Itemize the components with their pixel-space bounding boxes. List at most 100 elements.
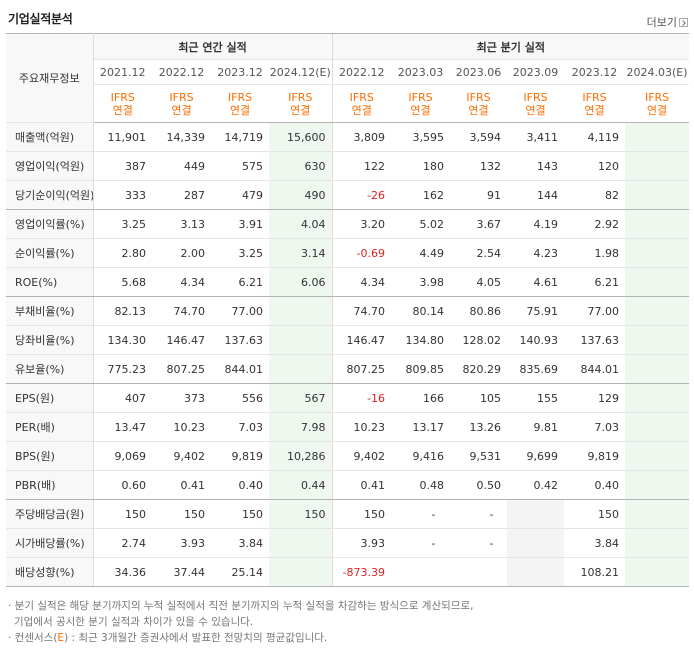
more-link[interactable]: 더보기 — [647, 14, 688, 30]
table-cell — [625, 470, 690, 500]
ifrs-label: IFRS — [582, 90, 607, 104]
table-cell: 134.30 — [93, 325, 152, 355]
consolidated-label: 연결 — [112, 103, 133, 117]
table-cell: - — [391, 499, 451, 529]
period-header: 2023.03 — [391, 59, 451, 85]
table-cell — [625, 151, 690, 181]
table-cell: -873.39 — [331, 557, 392, 587]
ifrs-label: IFRS — [288, 90, 313, 104]
section-title: 기업실적분석 — [8, 12, 73, 26]
ifrs-label: IFRS — [110, 90, 135, 104]
row-label: 시가배당률(%) — [6, 528, 94, 558]
table-cell: 9,531 — [450, 441, 508, 471]
table-cell: 150 — [331, 499, 392, 529]
quarter-group-header: 최근 분기 실적 — [331, 33, 690, 60]
table-cell: 0.40 — [564, 470, 626, 500]
table-cell: 575 — [211, 151, 269, 181]
table-cell: 809.85 — [391, 354, 451, 384]
table-cell: 80.14 — [391, 296, 451, 326]
table-cell: 9,699 — [507, 441, 565, 471]
table-cell: 140.93 — [507, 325, 565, 355]
table-cell: 449 — [152, 151, 211, 181]
ifrs-header: IFRS 연결 — [269, 84, 333, 123]
period-header: 2023.12 — [564, 59, 626, 85]
table-cell: 0.48 — [391, 470, 451, 500]
table-cell: 373 — [152, 383, 211, 413]
table-cell: -26 — [331, 180, 392, 210]
table-cell — [625, 238, 690, 268]
table-cell: 556 — [211, 383, 269, 413]
table-cell: 567 — [269, 383, 333, 413]
ifrs-label: IFRS — [523, 90, 548, 104]
table-cell: 77.00 — [564, 296, 626, 326]
period-header: 2021.12 — [93, 59, 152, 85]
row-label: ROE(%) — [6, 267, 94, 297]
table-cell — [269, 354, 333, 384]
consolidated-label: 연결 — [351, 103, 372, 117]
table-cell: 129 — [564, 383, 626, 413]
table-cell: 120 — [564, 151, 626, 181]
table-cell: 9,416 — [391, 441, 451, 471]
table-cell: 6.21 — [211, 267, 269, 297]
table-cell: 155 — [507, 383, 565, 413]
table-cell: 4.23 — [507, 238, 565, 268]
table-cell: 14,719 — [211, 122, 269, 152]
table-cell: 0.44 — [269, 470, 333, 500]
table-cell: 287 — [152, 180, 211, 210]
table-cell: 333 — [93, 180, 152, 210]
table-cell: 11,901 — [93, 122, 152, 152]
table-cell — [625, 209, 690, 239]
table-cell: 844.01 — [211, 354, 269, 384]
table-cell: 80.86 — [450, 296, 508, 326]
ifrs-header: IFRS 연결 — [625, 84, 690, 123]
table-cell: 3.25 — [93, 209, 152, 239]
period-header: 2024.12(E) — [269, 59, 333, 85]
table-cell: 3.98 — [391, 267, 451, 297]
table-cell: 2.80 — [93, 238, 152, 268]
consolidated-label: 연결 — [646, 103, 668, 117]
financial-table: 주요재무정보 최근 연간 실적 최근 분기 실적 2021.12 2022.12 2… — [6, 33, 690, 587]
table-cell: 807.25 — [152, 354, 211, 384]
table-cell: 0.40 — [211, 470, 269, 500]
footnote-3: · 컨센서스(E) : 최근 3개월간 증권사에서 발표한 전망치의 평균값입니… — [8, 632, 328, 644]
table-cell: 9,402 — [152, 441, 211, 471]
table-cell: 7.03 — [564, 412, 626, 442]
table-cell — [507, 499, 565, 529]
table-cell — [625, 441, 690, 471]
table-cell: 490 — [269, 180, 333, 210]
table-cell: 630 — [269, 151, 333, 181]
row-label: 유보율(%) — [6, 354, 94, 384]
consolidated-label: 연결 — [290, 103, 311, 117]
table-cell — [625, 267, 690, 297]
table-cell: 2.92 — [564, 209, 626, 239]
table-cell: 144 — [507, 180, 565, 210]
table-cell: 3.67 — [450, 209, 508, 239]
row-label-header: 주요재무정보 — [6, 33, 94, 123]
table-cell: 9,069 — [93, 441, 152, 471]
period-header: 2023.09 — [507, 59, 565, 85]
row-label: 부채비율(%) — [6, 296, 94, 326]
table-cell: 479 — [211, 180, 269, 210]
table-cell: 3.91 — [211, 209, 269, 239]
table-cell: 775.23 — [93, 354, 152, 384]
table-cell: 105 — [450, 383, 508, 413]
table-cell: 2.74 — [93, 528, 152, 558]
table-cell: 3,595 — [391, 122, 451, 152]
table-cell: -16 — [331, 383, 392, 413]
table-cell: 13.17 — [391, 412, 451, 442]
table-row: 시가배당률(%) 2.74 3.93 3.84 3.93- -3.84 — [6, 528, 690, 558]
table-cell — [625, 325, 690, 355]
table-cell: 108.21 — [564, 557, 626, 587]
table-row: PER(배) 13.47 10.23 7.03 7.98 10.23 13.17 13.26 9… — [6, 412, 690, 442]
table-cell: 37.44 — [152, 557, 211, 587]
table-cell: 91 — [450, 180, 508, 210]
table-row: EPS(원) 407 373 556 567 -16 166 105 155 129 — [6, 383, 690, 413]
row-label: PBR(배) — [6, 470, 94, 500]
table-cell — [269, 528, 333, 558]
table-cell: 5.68 — [93, 267, 152, 297]
table-cell: 3,594 — [450, 122, 508, 152]
table-cell: 844.01 — [564, 354, 626, 384]
table-cell: 4.05 — [450, 267, 508, 297]
table-row: 당기순이익(억원) 333 287 479 490 -26 162 91 144 82 — [6, 180, 690, 210]
table-cell: 146.47 — [331, 325, 392, 355]
